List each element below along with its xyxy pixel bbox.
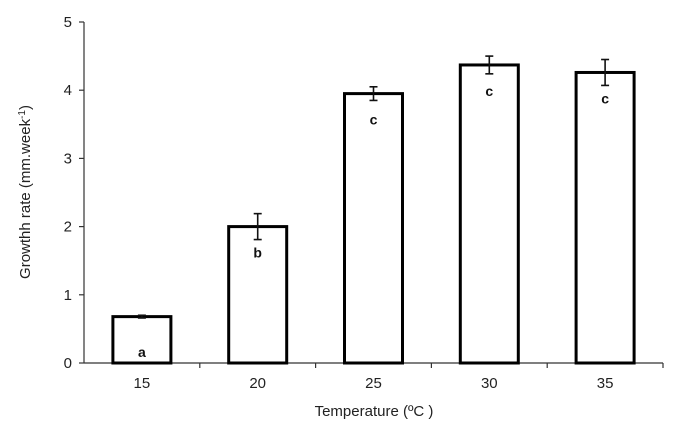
bars: a b c c c	[111, 55, 636, 365]
y-tick-label: 0	[64, 355, 72, 372]
x-tick-label: 20	[249, 375, 266, 392]
x-tick-label: 25	[365, 375, 382, 392]
significance-label: c	[485, 83, 493, 99]
bar	[111, 315, 173, 365]
bar	[574, 70, 636, 365]
bar-group: c	[343, 85, 404, 365]
y-tick-label: 3	[64, 150, 72, 167]
x-tick-label: 15	[134, 375, 151, 392]
y-axis: 0 1 2 3 4 5	[64, 14, 85, 372]
significance-label: c	[370, 112, 378, 128]
significance-label: a	[138, 344, 146, 360]
bar-group: b	[227, 212, 289, 365]
bar-group: a	[111, 314, 173, 365]
y-tick-label: 4	[64, 82, 72, 99]
bar-group: c	[574, 58, 636, 365]
y-tick-label: 1	[64, 287, 72, 304]
significance-label: c	[601, 90, 609, 106]
x-axis-title: Temperature (ºC )	[315, 403, 434, 420]
significance-label: b	[253, 245, 262, 261]
bar	[458, 63, 520, 365]
y-tick-label: 2	[64, 219, 72, 236]
x-tick-label: 30	[481, 375, 498, 392]
x-tick-label: 35	[597, 375, 614, 392]
y-tick-label: 5	[64, 14, 72, 31]
bar-group: c	[458, 55, 520, 365]
x-axis: 15 20 25 30 35	[84, 362, 664, 392]
bar	[343, 92, 404, 365]
y-axis-title: Growthh rate (mm.week-1)	[17, 105, 35, 279]
